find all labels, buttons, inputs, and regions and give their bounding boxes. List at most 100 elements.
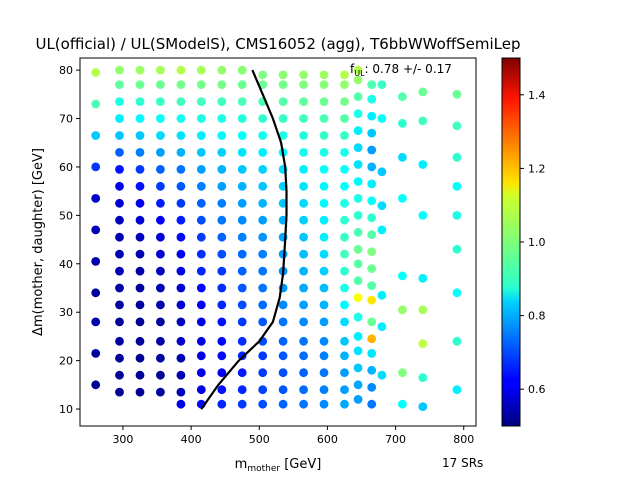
data-point bbox=[319, 317, 329, 327]
data-point bbox=[135, 283, 145, 293]
fit-annotation: fUL: 0.78 +/- 0.17 bbox=[350, 62, 452, 78]
data-point bbox=[135, 336, 145, 346]
data-point bbox=[258, 165, 268, 174]
data-point bbox=[278, 97, 288, 106]
data-point bbox=[319, 266, 329, 276]
data-point bbox=[115, 114, 124, 123]
data-point bbox=[319, 131, 329, 140]
data-point bbox=[377, 201, 387, 211]
y-tick-label: 80 bbox=[59, 64, 73, 77]
data-point bbox=[340, 97, 349, 106]
data-point bbox=[367, 128, 377, 138]
data-point bbox=[135, 300, 145, 310]
data-point bbox=[217, 317, 227, 327]
data-point bbox=[237, 165, 247, 174]
data-point bbox=[217, 399, 227, 409]
data-point bbox=[91, 288, 101, 298]
x-tick-label: 500 bbox=[249, 433, 270, 446]
y-axis-label: Δm(mother, daughter) [GeV] bbox=[31, 148, 46, 336]
data-point bbox=[196, 249, 206, 259]
data-point bbox=[258, 148, 268, 157]
data-point bbox=[156, 131, 165, 140]
colorbar-tick-label: 1.4 bbox=[528, 89, 546, 102]
data-point bbox=[217, 351, 227, 361]
data-point bbox=[340, 336, 349, 346]
data-point bbox=[176, 317, 186, 327]
data-point bbox=[176, 114, 186, 123]
data-point bbox=[196, 165, 206, 174]
data-point bbox=[353, 346, 363, 356]
data-point bbox=[156, 165, 165, 174]
data-point bbox=[115, 65, 124, 75]
data-point bbox=[135, 387, 145, 397]
data-point bbox=[353, 259, 363, 269]
data-point bbox=[418, 339, 428, 349]
data-point bbox=[237, 232, 247, 242]
data-point bbox=[135, 317, 145, 327]
data-point bbox=[452, 181, 462, 191]
data-point bbox=[115, 300, 124, 310]
data-point bbox=[367, 365, 377, 375]
data-point bbox=[196, 351, 206, 361]
data-point bbox=[353, 194, 363, 203]
data-point bbox=[377, 370, 387, 380]
data-point bbox=[418, 305, 428, 315]
data-point bbox=[258, 249, 268, 259]
data-point bbox=[367, 80, 377, 89]
data-point bbox=[91, 349, 101, 358]
fit-annotation-rest: : 0.78 +/- 0.17 bbox=[365, 62, 452, 76]
data-point bbox=[176, 283, 186, 293]
data-point bbox=[156, 387, 165, 397]
data-point bbox=[340, 283, 349, 293]
data-point bbox=[319, 148, 329, 157]
data-point bbox=[258, 317, 268, 327]
data-point bbox=[340, 181, 349, 191]
data-point bbox=[319, 80, 329, 89]
data-point bbox=[299, 336, 308, 346]
data-point bbox=[299, 385, 308, 395]
data-point bbox=[196, 114, 206, 123]
data-point bbox=[237, 65, 247, 75]
data-point bbox=[176, 148, 186, 157]
data-point bbox=[217, 114, 227, 123]
data-point bbox=[340, 399, 349, 409]
data-point bbox=[156, 65, 165, 75]
data-point bbox=[452, 211, 462, 220]
data-point bbox=[367, 399, 377, 409]
data-point bbox=[156, 215, 165, 225]
data-point bbox=[115, 165, 124, 174]
data-point bbox=[91, 225, 101, 235]
data-point bbox=[217, 283, 227, 293]
data-point bbox=[340, 317, 349, 327]
data-point bbox=[156, 198, 165, 208]
data-point bbox=[237, 198, 247, 208]
data-point bbox=[91, 131, 101, 140]
data-point bbox=[196, 317, 206, 327]
y-tick-label: 60 bbox=[59, 161, 73, 174]
data-point bbox=[156, 266, 165, 276]
data-point bbox=[278, 300, 288, 310]
plot-frame bbox=[79, 57, 477, 427]
data-point bbox=[237, 114, 247, 123]
data-point bbox=[237, 385, 247, 395]
y-tick-label: 40 bbox=[59, 258, 73, 271]
data-point bbox=[156, 249, 165, 259]
data-point bbox=[176, 65, 186, 75]
data-point bbox=[237, 148, 247, 157]
data-point bbox=[176, 181, 186, 191]
data-point bbox=[135, 232, 145, 242]
data-point bbox=[353, 75, 363, 85]
data-point bbox=[353, 160, 363, 169]
data-point bbox=[176, 300, 186, 310]
data-point bbox=[319, 336, 329, 346]
data-point bbox=[299, 215, 308, 225]
data-point bbox=[418, 373, 428, 382]
data-point bbox=[217, 300, 227, 310]
data-point bbox=[156, 283, 165, 293]
data-point bbox=[91, 380, 101, 390]
data-point bbox=[115, 283, 124, 293]
x-axis-ticks: 300 400 500 600 700 800 bbox=[112, 426, 474, 446]
data-point bbox=[418, 87, 428, 97]
data-point bbox=[196, 336, 206, 346]
data-point bbox=[299, 97, 308, 106]
